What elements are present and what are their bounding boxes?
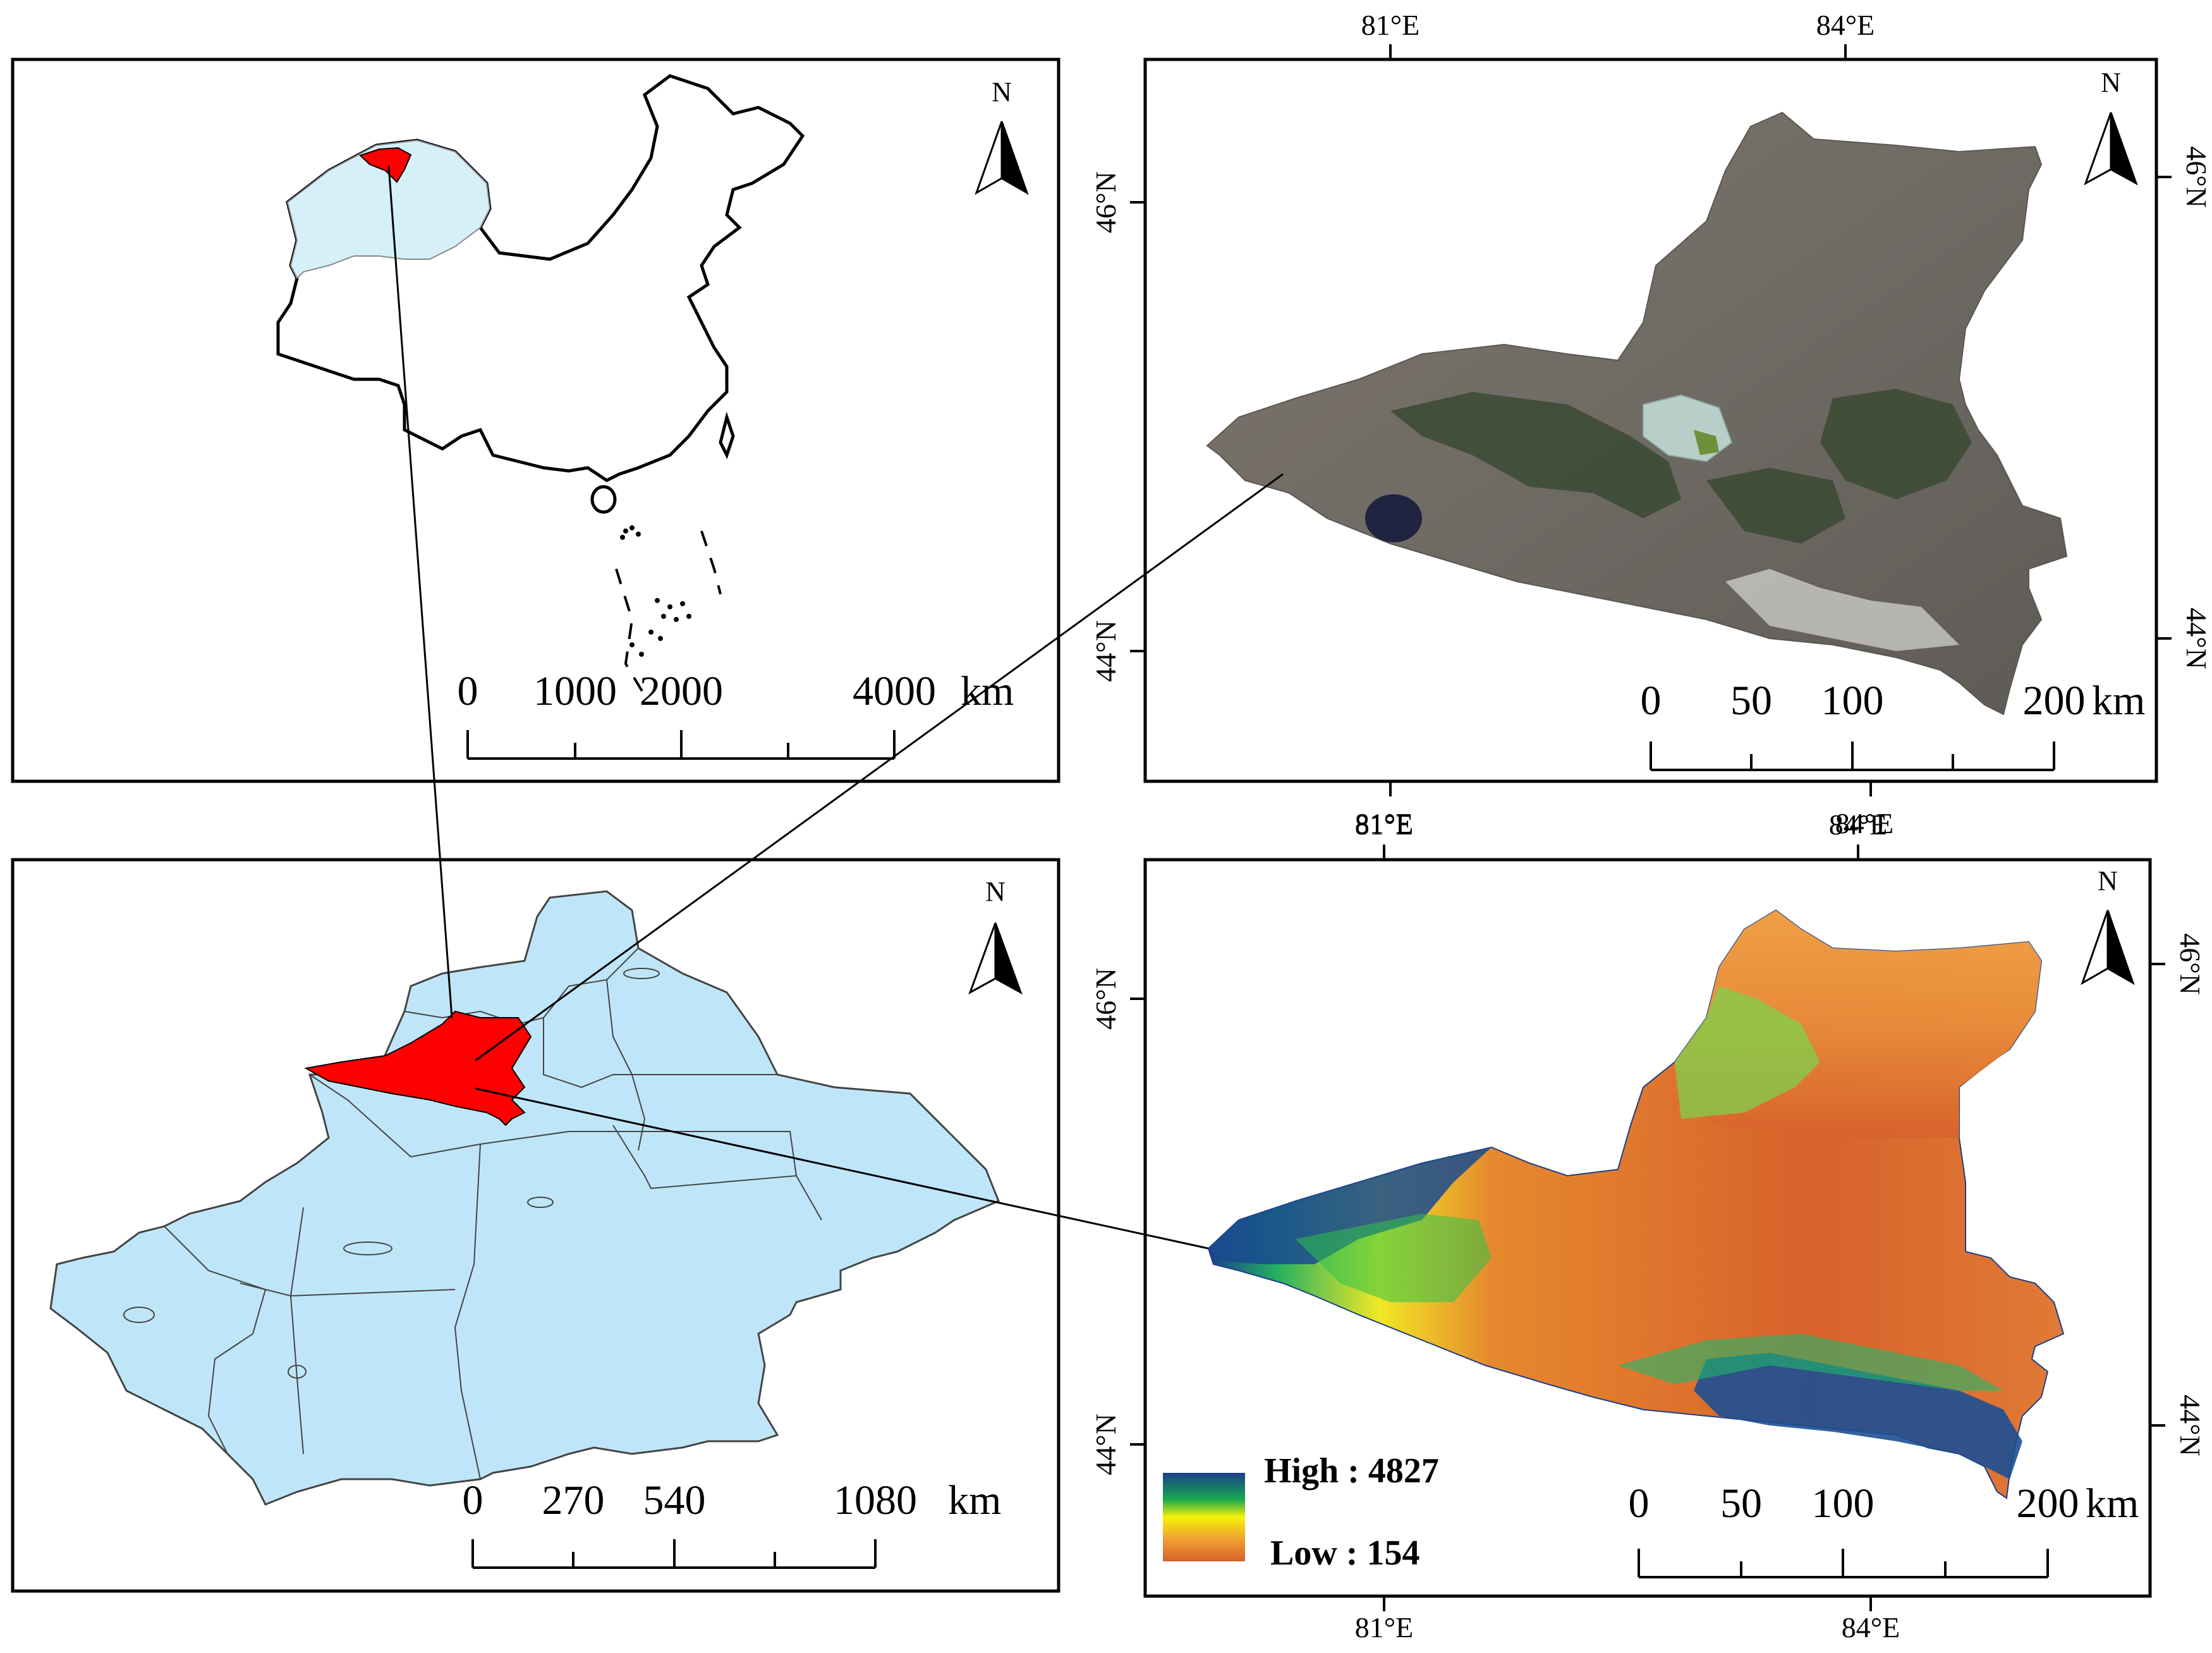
satellite-lake-sayram xyxy=(1365,494,1422,542)
satellite-lon-84-top: 84°E xyxy=(1816,9,1875,41)
satellite-lat-44-left: 44°N xyxy=(1090,620,1122,682)
dem-panel: N 81°E 84°E 81°E 84°E 46°N 44°N 46°N 44°… xyxy=(1090,808,2206,1644)
satellite-vegetation xyxy=(1390,389,1972,544)
xinjiang-scale-unit: km xyxy=(948,1477,1001,1523)
satellite-north-label: N xyxy=(2101,67,2121,98)
satellite-lat-46-right: 46°N xyxy=(2180,146,2212,208)
satellite-north-arrow: N xyxy=(2084,67,2138,186)
dem-southern-mountains xyxy=(1694,1353,2022,1479)
satellite-panel: N 81°E 84°E 81°E 84°E 46°N 44°N 46°N 44°… xyxy=(1090,9,2212,839)
xinjiang-prefecture-boundaries xyxy=(164,948,822,1480)
xinjiang-scale-bar: 0 270 540 1080 km xyxy=(463,1477,1001,1569)
satellite-lat-46-left: 46°N xyxy=(1090,171,1122,233)
china-scale-label-4000: 4000 xyxy=(853,668,936,714)
dem-northern-foothills xyxy=(1675,986,1820,1119)
dem-lon-81-top: 81°E xyxy=(1355,808,1414,841)
dem-north-label: N xyxy=(2098,865,2118,896)
satellite-scale-label-100: 100 xyxy=(1821,678,1884,724)
satellite-lake-ebinur-inner xyxy=(1694,430,1719,455)
xinjiang-panel: N 0 270 540 1080 km xyxy=(11,858,1060,1593)
satellite-scale-label-0: 0 xyxy=(1641,678,1662,724)
xinjiang-north-label: N xyxy=(985,876,1006,907)
china-scale-label-0: 0 xyxy=(458,668,478,714)
china-north-arrow: N xyxy=(975,76,1029,195)
connector-xinjiang-to-satellite xyxy=(475,473,1284,1062)
china-study-area-highlight xyxy=(359,147,412,183)
satellite-lat-44-right: 44°N xyxy=(2180,607,2212,669)
dem-north-arrow: N xyxy=(2081,865,2135,985)
dem-legend-low: Low : 154 xyxy=(1270,1534,1419,1573)
dem-graticule: 81°E 84°E 81°E 84°E 46°N 44°N 46°N 44°N xyxy=(1090,808,2206,1644)
satellite-lon-81-bottom: 81°E xyxy=(1355,807,1414,839)
xinjiang-scale-label-0: 0 xyxy=(463,1477,483,1523)
hainan-island xyxy=(590,485,617,514)
xinjiang-scale-label-270: 270 xyxy=(542,1477,605,1523)
dem-lat-46-right: 46°N xyxy=(2174,933,2206,995)
satellite-scale-label-50: 50 xyxy=(1730,678,1772,724)
taiwan-island xyxy=(719,412,735,460)
satellite-scale-bar: 0 50 100 200 km xyxy=(1641,678,2145,771)
satellite-lon-81-top: 81°E xyxy=(1361,9,1420,41)
china-panel: N 0 1000 2000 4000 km xyxy=(11,58,1060,783)
xinjiang-north-arrow: N xyxy=(968,876,1023,995)
china-scale-bar: 0 1000 2000 4000 km xyxy=(458,668,1014,760)
dem-legend-high: High : 4827 xyxy=(1264,1451,1439,1491)
dem-lon-84-top: 84°E xyxy=(1829,808,1888,841)
xinjiang-scale-label-1080: 1080 xyxy=(834,1477,917,1523)
connector-china-to-xinjiang xyxy=(387,165,453,1018)
xinjiang-lakes xyxy=(123,968,660,1379)
china-scale-label-1000: 1000 xyxy=(533,668,617,714)
satellite-snow-mountains xyxy=(1725,569,1959,651)
xinjiang-study-area-highlight xyxy=(304,1010,532,1126)
satellite-graticule: 81°E 84°E 81°E 84°E 46°N 44°N 46°N 44°N xyxy=(1090,9,2212,839)
china-scale-label-2000: 2000 xyxy=(640,668,723,714)
dem-lon-84-bottom: 84°E xyxy=(1842,1611,1900,1644)
dem-southern-foothills xyxy=(1618,1334,2003,1391)
south-china-sea-boundary xyxy=(615,530,722,697)
dem-scale-unit: km xyxy=(2086,1480,2139,1527)
dem-scale-label-0: 0 xyxy=(1629,1480,1650,1527)
satellite-scale-label-200: 200 xyxy=(2023,678,2086,724)
satellite-lon-84-bottom: 84°E xyxy=(1835,807,1894,839)
connector-lines xyxy=(387,165,1284,1250)
xinjiang-scale-label-540: 540 xyxy=(643,1477,706,1523)
dem-scale-bar: 0 50 100 200 km xyxy=(1629,1480,2139,1578)
dem-lat-44-right: 44°N xyxy=(2174,1394,2206,1456)
dem-scale-label-100: 100 xyxy=(1812,1480,1875,1527)
dem-lat-44-left: 44°N xyxy=(1090,1413,1122,1475)
china-xinjiang-region xyxy=(286,139,491,279)
connector-xinjiang-to-dem xyxy=(475,1087,1209,1250)
south-china-sea-islands xyxy=(620,525,691,657)
dem-scale-label-200: 200 xyxy=(2017,1480,2079,1527)
satellite-scale-unit: km xyxy=(2092,678,2145,724)
dem-legend-color-ramp xyxy=(1163,1473,1245,1561)
china-north-label: N xyxy=(992,76,1012,107)
xinjiang-outline xyxy=(49,890,1000,1506)
dem-western-valley xyxy=(1208,1147,1492,1264)
dem-western-meadow xyxy=(1296,1214,1492,1302)
dem-scale-label-50: 50 xyxy=(1720,1480,1762,1527)
dem-lat-46-left: 46°N xyxy=(1090,968,1122,1030)
dem-lon-81-bottom: 81°E xyxy=(1355,1611,1414,1644)
dem-legend: High : 4827 Low : 154 xyxy=(1163,1451,1439,1573)
satellite-image xyxy=(1206,111,2068,716)
